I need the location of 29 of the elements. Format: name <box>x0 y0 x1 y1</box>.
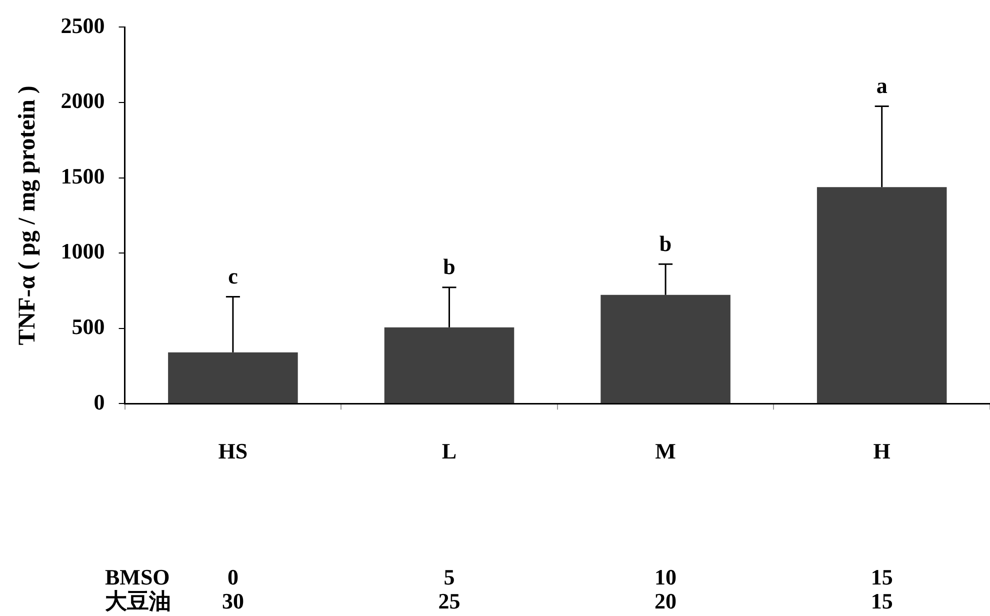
bar <box>384 327 514 404</box>
x-tick-label: HS <box>218 438 248 464</box>
x-tick-label: H <box>873 438 890 464</box>
annotation: b <box>443 254 456 280</box>
text: 0 <box>227 564 238 590</box>
y-tick-label: 2000 <box>60 88 105 114</box>
text: 30 <box>222 588 244 614</box>
y-tick-label: 500 <box>72 314 105 340</box>
bar <box>168 352 298 404</box>
y-axis-title: TNF-α ( pg / mg protein ) <box>14 86 41 346</box>
x-tick-label: L <box>442 438 457 464</box>
text: 10 <box>654 564 677 590</box>
bar <box>816 187 947 404</box>
y-tick-label: 0 <box>94 389 105 414</box>
text: 15 <box>870 588 893 614</box>
text: 大豆油 <box>105 588 171 614</box>
annotation: c <box>228 263 238 288</box>
annotation: a <box>876 72 888 98</box>
y-tick-label: 1500 <box>60 163 105 188</box>
text: 20 <box>654 588 677 614</box>
y-tick-label: 1000 <box>60 238 105 264</box>
bar <box>600 294 730 404</box>
y-tick-label: 2500 <box>60 12 105 38</box>
text: 25 <box>438 588 460 614</box>
text: BMSO <box>105 564 170 590</box>
text: 5 <box>444 564 455 590</box>
text: 15 <box>870 564 893 590</box>
x-tick-label: M <box>655 438 676 464</box>
annotation: b <box>659 230 672 256</box>
